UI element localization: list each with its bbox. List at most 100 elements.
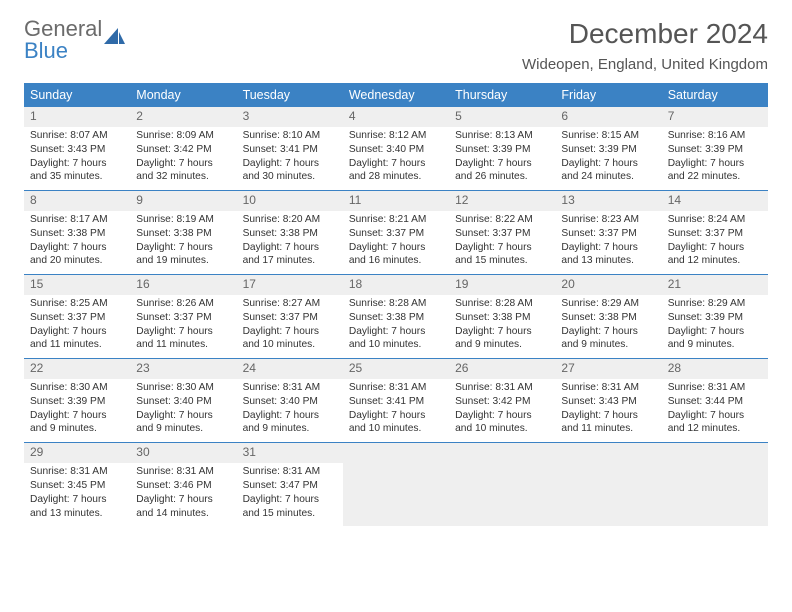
daynum-cell: 26 (449, 359, 555, 379)
daynum-cell (662, 443, 768, 463)
week-row: Sunrise: 8:07 AMSunset: 3:43 PMDaylight:… (24, 127, 768, 191)
sunrise-text: Sunrise: 8:10 AM (243, 129, 337, 143)
daynum-cell: 30 (130, 443, 236, 463)
day-info: Sunrise: 8:07 AMSunset: 3:43 PMDaylight:… (30, 129, 124, 184)
day-info: Sunrise: 8:17 AMSunset: 3:38 PMDaylight:… (30, 213, 124, 268)
daylight-text-1: Daylight: 7 hours (455, 325, 549, 339)
daynum-row: 15161718192021 (24, 275, 768, 295)
sunset-text: Sunset: 3:38 PM (349, 311, 443, 325)
sunrise-text: Sunrise: 8:31 AM (668, 381, 762, 395)
page: General Blue December 2024 Wideopen, Eng… (0, 0, 792, 526)
daylight-text-2: and 22 minutes. (668, 170, 762, 184)
daynum-cell: 10 (237, 191, 343, 211)
day-header-cell: Thursday (449, 83, 555, 107)
day-cell: Sunrise: 8:20 AMSunset: 3:38 PMDaylight:… (237, 211, 343, 274)
day-number: 23 (136, 361, 230, 375)
sunrise-text: Sunrise: 8:23 AM (561, 213, 655, 227)
day-number: 22 (30, 361, 124, 375)
daylight-text-2: and 19 minutes. (136, 254, 230, 268)
day-info: Sunrise: 8:24 AMSunset: 3:37 PMDaylight:… (668, 213, 762, 268)
sunset-text: Sunset: 3:37 PM (561, 227, 655, 241)
day-number: 6 (561, 109, 655, 123)
day-cell: Sunrise: 8:25 AMSunset: 3:37 PMDaylight:… (24, 295, 130, 358)
sunset-text: Sunset: 3:37 PM (349, 227, 443, 241)
daylight-text-2: and 11 minutes. (30, 338, 124, 352)
day-info: Sunrise: 8:29 AMSunset: 3:38 PMDaylight:… (561, 297, 655, 352)
week-row: Sunrise: 8:30 AMSunset: 3:39 PMDaylight:… (24, 379, 768, 443)
sunrise-text: Sunrise: 8:22 AM (455, 213, 549, 227)
daylight-text-1: Daylight: 7 hours (561, 157, 655, 171)
sail-icon (104, 28, 126, 52)
daynum-cell: 4 (343, 107, 449, 127)
daylight-text-2: and 13 minutes. (561, 254, 655, 268)
daylight-text-1: Daylight: 7 hours (349, 409, 443, 423)
daynum-cell: 24 (237, 359, 343, 379)
sunrise-text: Sunrise: 8:21 AM (349, 213, 443, 227)
day-number: 8 (30, 193, 124, 207)
day-cell: Sunrise: 8:30 AMSunset: 3:39 PMDaylight:… (24, 379, 130, 442)
day-info: Sunrise: 8:31 AMSunset: 3:42 PMDaylight:… (455, 381, 549, 436)
daylight-text-2: and 10 minutes. (243, 338, 337, 352)
sunset-text: Sunset: 3:46 PM (136, 479, 230, 493)
location: Wideopen, England, United Kingdom (522, 56, 768, 73)
day-info: Sunrise: 8:19 AMSunset: 3:38 PMDaylight:… (136, 213, 230, 268)
day-cell: Sunrise: 8:31 AMSunset: 3:42 PMDaylight:… (449, 379, 555, 442)
day-cell: Sunrise: 8:09 AMSunset: 3:42 PMDaylight:… (130, 127, 236, 190)
day-cell: Sunrise: 8:31 AMSunset: 3:41 PMDaylight:… (343, 379, 449, 442)
sunset-text: Sunset: 3:40 PM (136, 395, 230, 409)
sunrise-text: Sunrise: 8:24 AM (668, 213, 762, 227)
day-number: 31 (243, 445, 337, 459)
daylight-text-1: Daylight: 7 hours (455, 157, 549, 171)
daylight-text-2: and 32 minutes. (136, 170, 230, 184)
daylight-text-1: Daylight: 7 hours (455, 241, 549, 255)
daynum-row: 29 30 31 (24, 443, 768, 463)
day-cell: Sunrise: 8:10 AMSunset: 3:41 PMDaylight:… (237, 127, 343, 190)
day-header-cell: Sunday (24, 83, 130, 107)
day-header-row: SundayMondayTuesdayWednesdayThursdayFrid… (24, 83, 768, 107)
day-cell: Sunrise: 8:31 AMSunset: 3:47 PMDaylight:… (237, 463, 343, 526)
sunset-text: Sunset: 3:40 PM (349, 143, 443, 157)
sunrise-text: Sunrise: 8:31 AM (136, 465, 230, 479)
day-cell: Sunrise: 8:31 AMSunset: 3:45 PMDaylight:… (24, 463, 130, 526)
day-cell: Sunrise: 8:24 AMSunset: 3:37 PMDaylight:… (662, 211, 768, 274)
daylight-text-2: and 9 minutes. (668, 338, 762, 352)
calendar: SundayMondayTuesdayWednesdayThursdayFrid… (24, 83, 768, 526)
empty-cell (662, 463, 768, 526)
day-number: 29 (30, 445, 124, 459)
day-number: 15 (30, 277, 124, 291)
sunset-text: Sunset: 3:44 PM (668, 395, 762, 409)
day-number: 2 (136, 109, 230, 123)
daylight-text-2: and 9 minutes. (136, 422, 230, 436)
day-number: 16 (136, 277, 230, 291)
daylight-text-2: and 15 minutes. (455, 254, 549, 268)
day-info: Sunrise: 8:23 AMSunset: 3:37 PMDaylight:… (561, 213, 655, 268)
daylight-text-1: Daylight: 7 hours (243, 157, 337, 171)
day-info: Sunrise: 8:30 AMSunset: 3:40 PMDaylight:… (136, 381, 230, 436)
day-info: Sunrise: 8:31 AMSunset: 3:43 PMDaylight:… (561, 381, 655, 436)
empty-cell (343, 463, 449, 526)
day-cell: Sunrise: 8:22 AMSunset: 3:37 PMDaylight:… (449, 211, 555, 274)
daylight-text-2: and 24 minutes. (561, 170, 655, 184)
logo-text: General Blue (24, 18, 102, 62)
day-info: Sunrise: 8:15 AMSunset: 3:39 PMDaylight:… (561, 129, 655, 184)
daynum-cell (343, 443, 449, 463)
day-cell: Sunrise: 8:17 AMSunset: 3:38 PMDaylight:… (24, 211, 130, 274)
daynum-cell: 5 (449, 107, 555, 127)
daylight-text-2: and 11 minutes. (561, 422, 655, 436)
day-info: Sunrise: 8:31 AMSunset: 3:40 PMDaylight:… (243, 381, 337, 436)
daynum-cell: 14 (662, 191, 768, 211)
day-header-cell: Tuesday (237, 83, 343, 107)
day-number: 1 (30, 109, 124, 123)
sunset-text: Sunset: 3:39 PM (668, 311, 762, 325)
daynum-cell: 23 (130, 359, 236, 379)
sunrise-text: Sunrise: 8:31 AM (30, 465, 124, 479)
daylight-text-2: and 10 minutes. (349, 338, 443, 352)
daylight-text-1: Daylight: 7 hours (561, 325, 655, 339)
sunrise-text: Sunrise: 8:19 AM (136, 213, 230, 227)
daylight-text-2: and 16 minutes. (349, 254, 443, 268)
day-cell: Sunrise: 8:23 AMSunset: 3:37 PMDaylight:… (555, 211, 661, 274)
day-info: Sunrise: 8:13 AMSunset: 3:39 PMDaylight:… (455, 129, 549, 184)
sunset-text: Sunset: 3:43 PM (561, 395, 655, 409)
day-info: Sunrise: 8:21 AMSunset: 3:37 PMDaylight:… (349, 213, 443, 268)
daylight-text-2: and 35 minutes. (30, 170, 124, 184)
